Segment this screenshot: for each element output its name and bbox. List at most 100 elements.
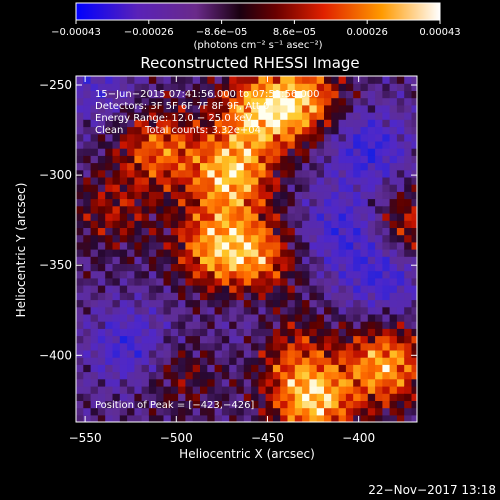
heatmap-cell (134, 313, 143, 322)
heatmap-cell (148, 270, 157, 279)
heatmap-cell (294, 342, 303, 351)
heatmap-cell (345, 162, 354, 171)
heatmap-cell (309, 277, 318, 286)
heatmap-cell (76, 393, 84, 401)
heatmap-cell (207, 306, 216, 315)
heatmap-cell (112, 306, 121, 315)
heatmap-cell (112, 393, 121, 401)
heatmap-cell (367, 227, 376, 236)
heatmap-cell (192, 119, 201, 128)
heatmap-cell (192, 328, 201, 337)
heatmap-cell (134, 249, 143, 257)
heatmap-cell (134, 119, 143, 128)
heatmap-cell (148, 126, 157, 135)
heatmap-cell (345, 119, 354, 128)
heatmap-cell (302, 155, 310, 164)
heatmap-cell (178, 414, 186, 422)
heatmap-cell (76, 213, 84, 221)
heatmap-cell (404, 112, 413, 120)
heatmap-cell (258, 407, 267, 416)
heatmap-cell (134, 349, 143, 358)
heatmap-cell (316, 357, 325, 365)
heatmap-cell (331, 249, 340, 257)
heatmap-cell (389, 83, 398, 91)
heatmap-cell (97, 184, 106, 192)
heatmap-cell (345, 227, 354, 236)
heatmap-cell (287, 112, 296, 120)
heatmap-cell (331, 349, 340, 358)
heatmap-cell (309, 112, 318, 120)
heatmap-cell (127, 97, 135, 106)
heatmap-cell (134, 414, 143, 422)
heatmap-cell (119, 371, 128, 380)
heatmap-cell (331, 234, 340, 243)
heatmap-cell (207, 227, 216, 236)
heatmap-cell (170, 176, 179, 185)
heatmap-cell (236, 342, 245, 351)
heatmap-cell (127, 133, 135, 142)
heatmap-cell (345, 169, 354, 178)
heatmap-cell (90, 119, 99, 128)
heatmap-cell (324, 140, 332, 149)
heatmap-cell (353, 176, 362, 185)
heatmap-cell (265, 306, 274, 315)
heatmap-cell (302, 342, 310, 351)
heatmap-cell (178, 386, 186, 394)
heatmap-cell (367, 184, 376, 192)
heatmap-cell (200, 234, 208, 243)
heatmap-cell (353, 414, 362, 422)
heatmap-cell (127, 371, 135, 380)
heatmap-cell (127, 227, 135, 236)
heatmap-cell (251, 292, 259, 301)
heatmap-cell (221, 140, 230, 149)
heatmap-cell (229, 321, 238, 329)
heatmap-cell (251, 169, 259, 178)
heatmap-cell (83, 184, 92, 192)
heatmap-cell (229, 378, 238, 387)
heatmap-cell (287, 198, 296, 207)
heatmap-cell (243, 393, 252, 401)
heatmap-cell (185, 270, 194, 279)
heatmap-cell (229, 342, 238, 351)
heatmap-cell (119, 148, 128, 156)
heatmap-cell (324, 97, 332, 106)
heatmap-cell (353, 371, 362, 380)
heatmap (76, 76, 417, 422)
heatmap-cell (229, 407, 238, 416)
heatmap-cell (411, 371, 417, 380)
heatmap-cell (338, 335, 347, 344)
heatmap-cell (294, 162, 303, 171)
heatmap-cell (411, 270, 417, 279)
heatmap-cell (367, 83, 376, 91)
heatmap-cell (221, 357, 230, 365)
heatmap-cell (389, 234, 398, 243)
heatmap-cell (265, 277, 274, 286)
heatmap-cell (90, 140, 99, 149)
heatmap-cell (76, 277, 84, 286)
heatmap-cell (178, 285, 186, 293)
heatmap-cell (221, 176, 230, 185)
heatmap-cell (280, 263, 289, 272)
heatmap-cell (294, 119, 303, 128)
heatmap-cell (353, 249, 362, 257)
heatmap-cell (83, 328, 92, 337)
heatmap-cell (382, 342, 391, 351)
heatmap-cell (265, 220, 274, 228)
heatmap-cell (360, 285, 369, 293)
heatmap-cell (404, 162, 413, 171)
heatmap-cell (134, 140, 143, 149)
heatmap-cell (163, 357, 172, 365)
heatmap-cell (192, 263, 201, 272)
heatmap-cell (127, 378, 135, 387)
heatmap-cell (331, 335, 340, 344)
heatmap-cell (360, 407, 369, 416)
heatmap-cell (156, 386, 165, 394)
heatmap-cell (200, 299, 208, 308)
heatmap-cell (345, 234, 354, 243)
heatmap-cell (141, 299, 150, 308)
heatmap-cell (134, 83, 143, 91)
heatmap-cell (411, 90, 417, 99)
heatmap-cell (214, 342, 223, 351)
heatmap-cell (287, 306, 296, 315)
heatmap-cell (324, 299, 332, 308)
